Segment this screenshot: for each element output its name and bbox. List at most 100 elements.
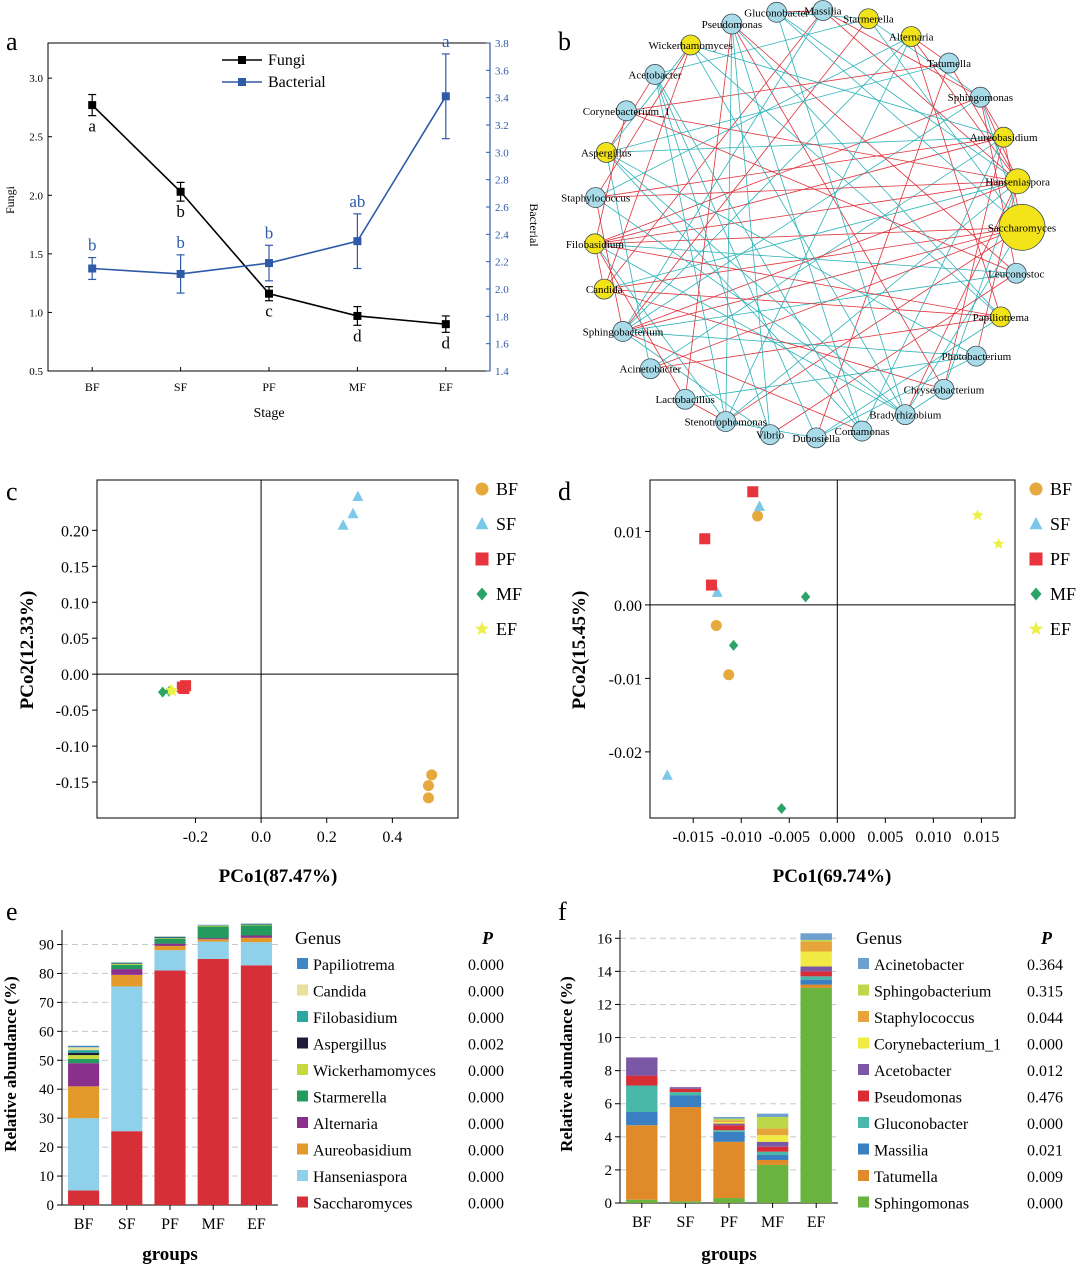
x-tick-label: -0.005 bbox=[769, 829, 810, 846]
positive-edge bbox=[684, 23, 733, 400]
bar-segment bbox=[800, 939, 832, 942]
legend-swatch bbox=[297, 984, 308, 996]
legend-label: Bacterial bbox=[268, 74, 326, 91]
node-label: Bradyrhizobium bbox=[869, 410, 942, 422]
bar-segment bbox=[111, 962, 143, 964]
negative-edge bbox=[622, 331, 977, 357]
bar-segment bbox=[800, 976, 832, 980]
y-tick-label: 60 bbox=[39, 1024, 54, 1040]
plot-frame bbox=[96, 479, 459, 819]
network-node bbox=[674, 388, 696, 410]
node-label: Starmerella bbox=[843, 14, 894, 26]
legend-p-value: 0.000 bbox=[468, 1143, 504, 1160]
y-right-tick-label: 3.2 bbox=[495, 120, 509, 132]
y-tick-label: 0 bbox=[47, 1198, 55, 1214]
bar-segment bbox=[669, 1095, 702, 1108]
y-tick-label: 0 bbox=[605, 1196, 613, 1212]
legend-label: EF bbox=[496, 619, 517, 639]
data-point bbox=[353, 237, 362, 246]
bar-segment bbox=[154, 945, 186, 951]
significance-letter: c bbox=[265, 302, 273, 321]
point-ef bbox=[971, 508, 984, 521]
network-node bbox=[938, 52, 960, 74]
y-tick-label: 3.0 bbox=[29, 73, 43, 85]
data-point bbox=[441, 320, 450, 329]
legend-swatch bbox=[858, 1090, 869, 1102]
x-tick-label: PF bbox=[161, 1216, 179, 1233]
legend-label: Alternaria bbox=[313, 1116, 378, 1133]
network-node bbox=[851, 420, 873, 442]
y-tick-label: 0.20 bbox=[61, 523, 89, 540]
point-sf bbox=[661, 769, 673, 780]
bar-segment bbox=[669, 1087, 702, 1089]
positive-edge bbox=[626, 110, 1017, 274]
point-pf bbox=[178, 683, 190, 695]
bar-segment bbox=[197, 926, 229, 939]
negative-edge bbox=[654, 74, 817, 439]
bar-segment bbox=[669, 1201, 702, 1203]
negative-edge bbox=[605, 44, 692, 153]
y-tick-label: -0.05 bbox=[56, 703, 89, 720]
x-tick-label: PF bbox=[262, 380, 276, 394]
x-axis-label: groups bbox=[142, 1244, 198, 1265]
legend-marker bbox=[1029, 482, 1043, 496]
legend-label: Sphingobacterium bbox=[874, 984, 992, 1001]
bar-segment bbox=[68, 1047, 100, 1051]
bar-segment bbox=[111, 963, 143, 964]
negative-edge bbox=[690, 44, 1002, 318]
legend-swatch bbox=[858, 1196, 869, 1208]
negative-edge bbox=[654, 74, 771, 435]
y-axis-label: PCo2(12.33%) bbox=[17, 591, 38, 710]
legend-label: Pseudomonas bbox=[874, 1090, 962, 1107]
bar-segment bbox=[800, 979, 832, 985]
positive-edge bbox=[731, 23, 1017, 274]
y-tick-label: 16 bbox=[597, 931, 613, 947]
positive-edge bbox=[622, 180, 1018, 332]
data-point bbox=[176, 187, 185, 196]
x-tick-label: 0.0 bbox=[251, 829, 271, 846]
negative-edge bbox=[650, 136, 1004, 370]
significance-letter: b bbox=[176, 233, 185, 252]
y-tick-label: 20 bbox=[39, 1140, 54, 1156]
point-bf bbox=[723, 669, 735, 681]
y-tick-label: 1.5 bbox=[29, 249, 43, 261]
bar-segment bbox=[68, 1063, 100, 1087]
legend-swatch bbox=[297, 1064, 308, 1075]
bar-segment bbox=[197, 939, 229, 942]
data-point bbox=[353, 311, 362, 320]
network-node bbox=[612, 321, 634, 342]
y-right-tick-label: 2.8 bbox=[495, 175, 509, 187]
bar-segment bbox=[626, 1199, 658, 1203]
bar-segment bbox=[800, 941, 832, 952]
legend-label: Corynebacterium_1 bbox=[874, 1037, 1001, 1054]
bar-segment bbox=[68, 1190, 100, 1205]
legend-p-value: 0.000 bbox=[468, 1063, 504, 1080]
legend-label: Saccharomyces bbox=[313, 1196, 413, 1213]
legend-label: Hanseniaspora bbox=[313, 1169, 407, 1186]
positive-edge bbox=[594, 110, 627, 244]
bar-segment bbox=[240, 965, 272, 1205]
legend-swatch bbox=[858, 958, 869, 969]
legend-p-header: P bbox=[1040, 928, 1053, 948]
legend-label: BF bbox=[496, 479, 518, 499]
point-bf bbox=[422, 792, 434, 804]
positive-edge bbox=[622, 226, 1023, 332]
negative-edge bbox=[605, 152, 651, 369]
node-label: Tatumella bbox=[927, 58, 971, 70]
legend-p-value: 0.476 bbox=[1027, 1090, 1063, 1107]
x-tick-label: MF bbox=[349, 380, 367, 394]
bar-segment bbox=[713, 1120, 745, 1122]
legend-label: MF bbox=[1050, 584, 1076, 604]
node-label: Saccharomyces bbox=[988, 222, 1056, 234]
bar-segment bbox=[800, 984, 832, 988]
positive-edge bbox=[594, 226, 1022, 245]
negative-edge bbox=[654, 74, 727, 422]
y-tick-label: 0.00 bbox=[61, 667, 89, 684]
negative-edge bbox=[594, 243, 727, 422]
legend-marker bbox=[475, 482, 489, 496]
legend-swatch bbox=[297, 1011, 308, 1022]
bar-segment bbox=[111, 974, 143, 987]
bar-segment bbox=[626, 1075, 658, 1086]
legend-p-value: 0.315 bbox=[1027, 984, 1063, 1001]
significance-letter: b bbox=[265, 223, 274, 242]
